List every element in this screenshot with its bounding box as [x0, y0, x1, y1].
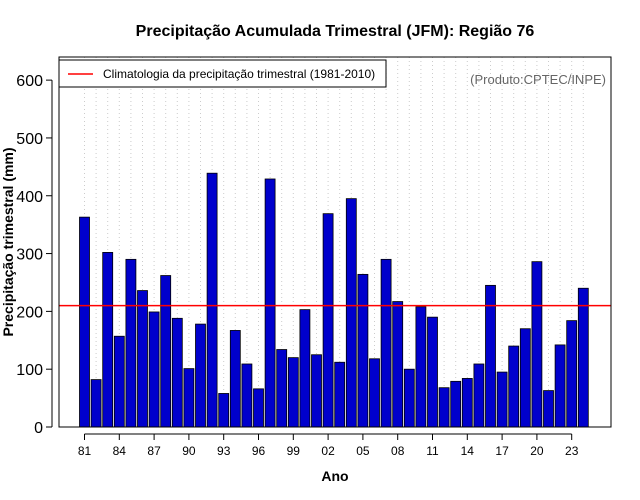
x-tick-label-1999: 99: [287, 444, 301, 458]
bar-2002: [322, 213, 334, 428]
x-tick-label-2014: 14: [461, 444, 475, 458]
bar-2018: [508, 345, 520, 428]
x-tick-label-2020: 20: [530, 444, 544, 458]
bar-2000: [299, 309, 311, 428]
bar-2012: [438, 387, 450, 428]
bar-1991: [195, 323, 206, 428]
x-axis-label: Ano: [321, 468, 348, 484]
x-tick-label-2023: 23: [565, 444, 579, 458]
x-tick-label-2011: 11: [426, 444, 439, 458]
y-tick-label-100: 100: [16, 362, 43, 379]
x-tick-label-2017: 17: [495, 444, 509, 458]
y-tick-label-500: 500: [16, 131, 43, 148]
bar-2009: [403, 368, 415, 428]
bar-1994: [229, 330, 241, 428]
bar-2014: [461, 378, 473, 428]
bar-2016: [485, 284, 496, 428]
bar-2001: [311, 354, 322, 428]
bar-2022: [554, 344, 566, 428]
bar-1987: [148, 311, 160, 428]
y-tick-label-600: 600: [16, 73, 43, 90]
x-tick-label-2002: 02: [321, 444, 335, 458]
bar-1999: [287, 357, 299, 428]
bar-2004: [345, 198, 357, 428]
bar-2003: [334, 361, 346, 428]
bar-1985: [125, 258, 137, 428]
x-tick-label-2005: 05: [356, 444, 370, 458]
bar-2015: [473, 363, 485, 428]
y-tick-label-200: 200: [16, 304, 43, 321]
bar-1983: [102, 252, 114, 428]
x-tick-label-1990: 90: [182, 444, 196, 458]
bar-series: [79, 172, 589, 428]
y-tick-label-0: 0: [34, 420, 43, 437]
x-tick-label-2008: 08: [391, 444, 405, 458]
bar-2020: [531, 261, 543, 428]
x-axis: 81 84 87 90 93 96 99 02 05 08 11 14 17 20 23: [78, 433, 579, 458]
bar-2024: [577, 287, 589, 428]
bar-1995: [241, 363, 253, 428]
bar-1990: [183, 368, 195, 428]
y-axis: 0 100 200 300 400 500 600: [16, 73, 53, 437]
bar-2008: [392, 301, 404, 428]
y-tick-label-400: 400: [16, 189, 43, 206]
bar-1996: [253, 388, 264, 428]
bar-1993: [218, 393, 230, 428]
bar-2011: [427, 316, 438, 428]
source-annotation: (Produto:CPTEC/INPE): [470, 72, 606, 87]
bar-2010: [415, 306, 427, 428]
bar-1989: [171, 317, 183, 428]
x-tick-label-1996: 96: [252, 444, 266, 458]
x-tick-label-1987: 87: [147, 444, 161, 458]
bar-2005: [357, 273, 369, 428]
x-tick-label-1993: 93: [217, 444, 231, 458]
bar-2017: [496, 371, 508, 428]
bar-1982: [90, 379, 102, 428]
bar-1984: [113, 335, 125, 428]
legend-label: Climatologia da precipitação trimestral …: [103, 67, 375, 81]
y-tick-label-300: 300: [16, 247, 43, 264]
bar-1992: [206, 172, 218, 428]
chart-title: Precipitação Acumulada Trimestral (JFM):…: [136, 23, 535, 40]
x-tick-label-1984: 84: [113, 444, 127, 458]
bar-2019: [519, 328, 531, 428]
bar-2021: [543, 390, 554, 428]
legend-box: [58, 59, 387, 88]
y-axis-label: Precipitação trimestral (mm): [0, 147, 16, 336]
bar-1981: [79, 216, 90, 428]
bar-2023: [566, 320, 578, 428]
legend: Climatologia da precipitação trimestral …: [58, 59, 387, 88]
x-tick-label-1981: 81: [78, 444, 92, 458]
bar-1986: [137, 290, 148, 428]
bar-2007: [380, 258, 392, 428]
bar-1988: [160, 275, 172, 428]
bar-1998: [276, 349, 288, 428]
bar-1997: [264, 178, 276, 428]
bar-2013: [450, 380, 462, 428]
bar-2006: [369, 358, 380, 428]
plot-frame: [58, 56, 612, 428]
